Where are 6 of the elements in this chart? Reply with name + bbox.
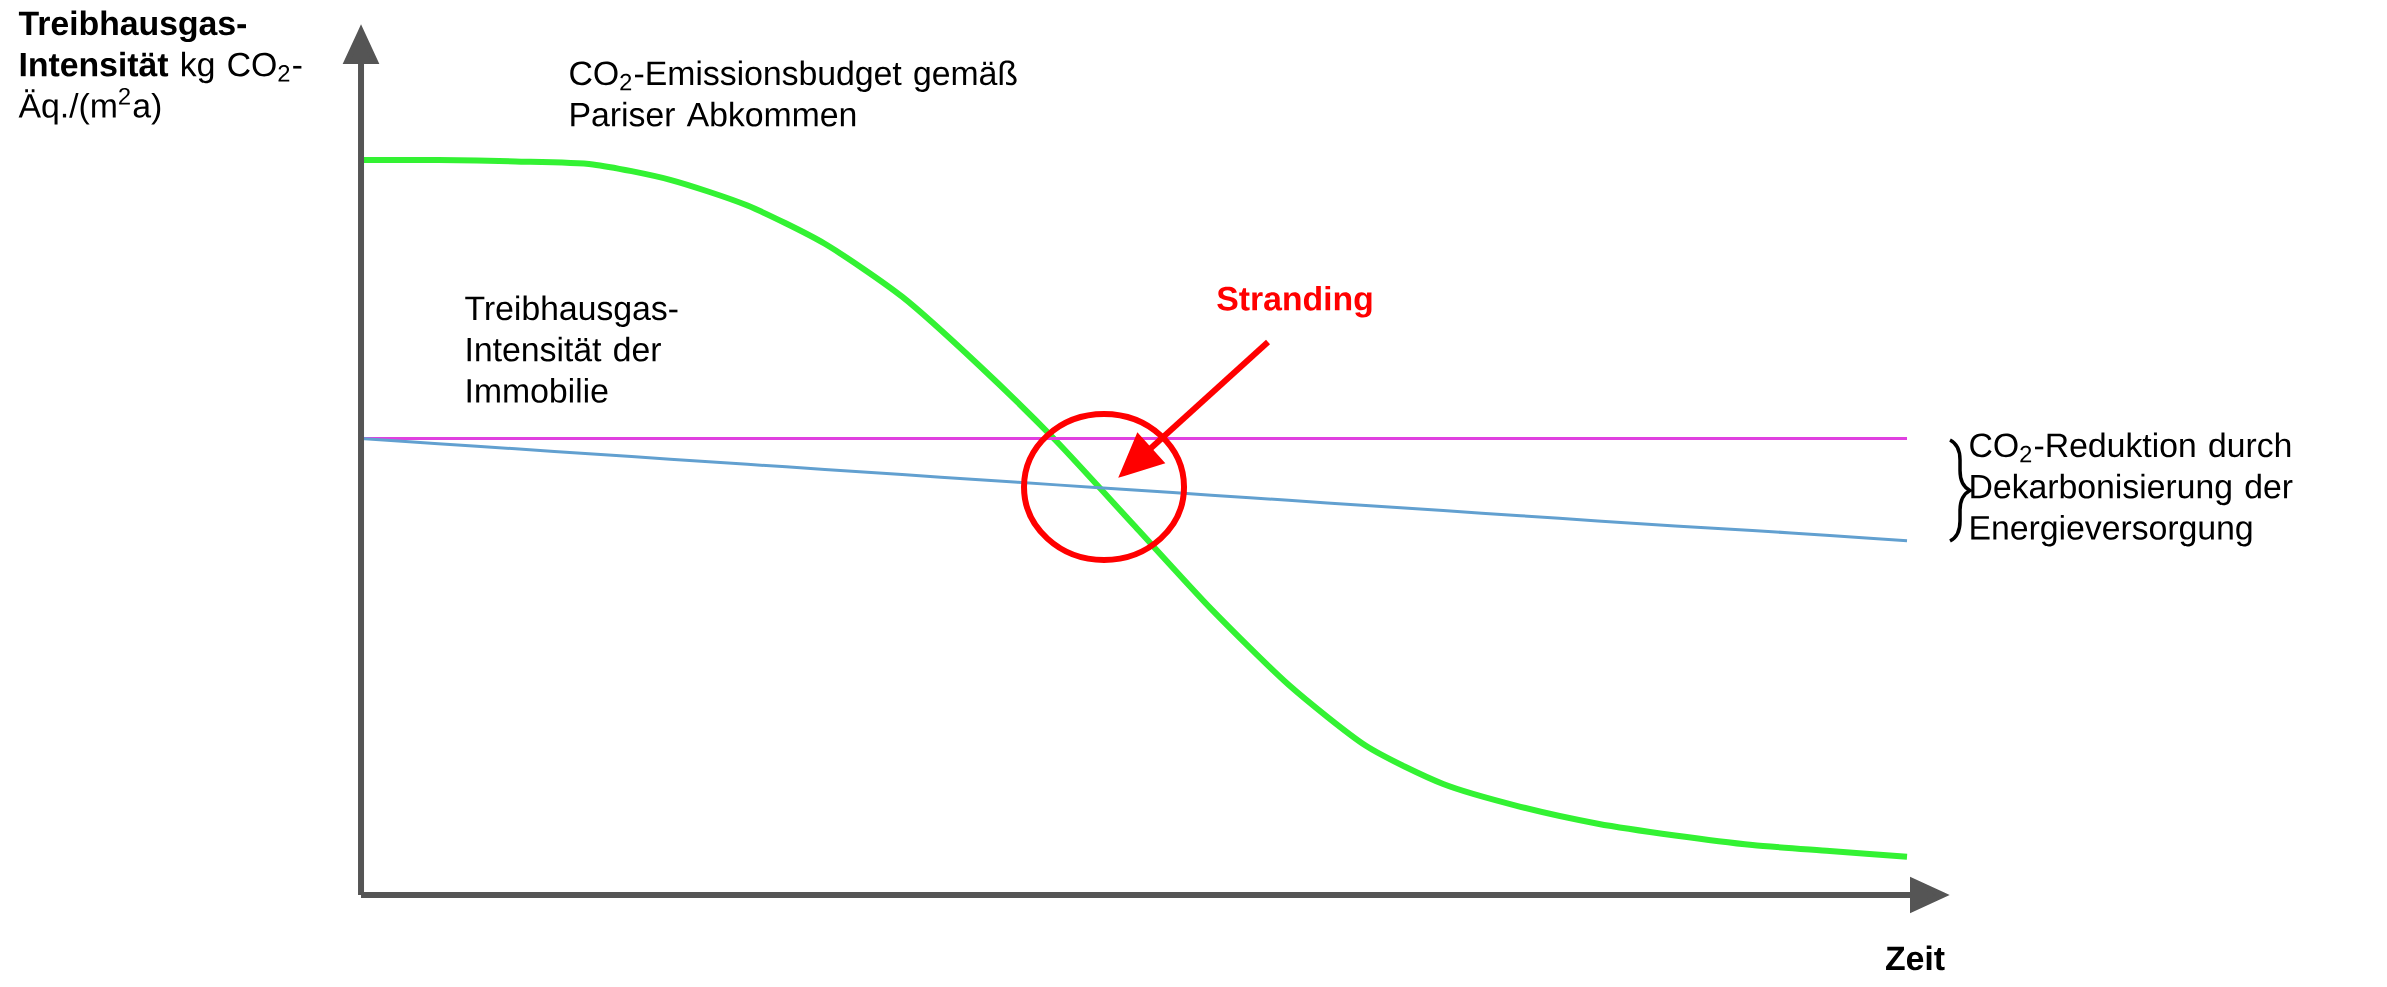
x-axis-title: Zeit	[1886, 945, 1945, 971]
text: CO$_{2}$-Reduktion durch Dekarbonisierung der Energieversorgung	[1970, 432, 2293, 547]
text: Treibhausgas-Intensität kg CO$_{2}$-Äq./(m$^{2}$a)	[18, 10, 302, 125]
series-label: Treibhausgas-Intensität der Immobilie	[465, 295, 678, 403]
series-label: CO$_{2}$-Emissionsbudget gemäß Pariser Abkommen	[570, 60, 1017, 127]
annotation: Stranding	[1217, 285, 1372, 318]
